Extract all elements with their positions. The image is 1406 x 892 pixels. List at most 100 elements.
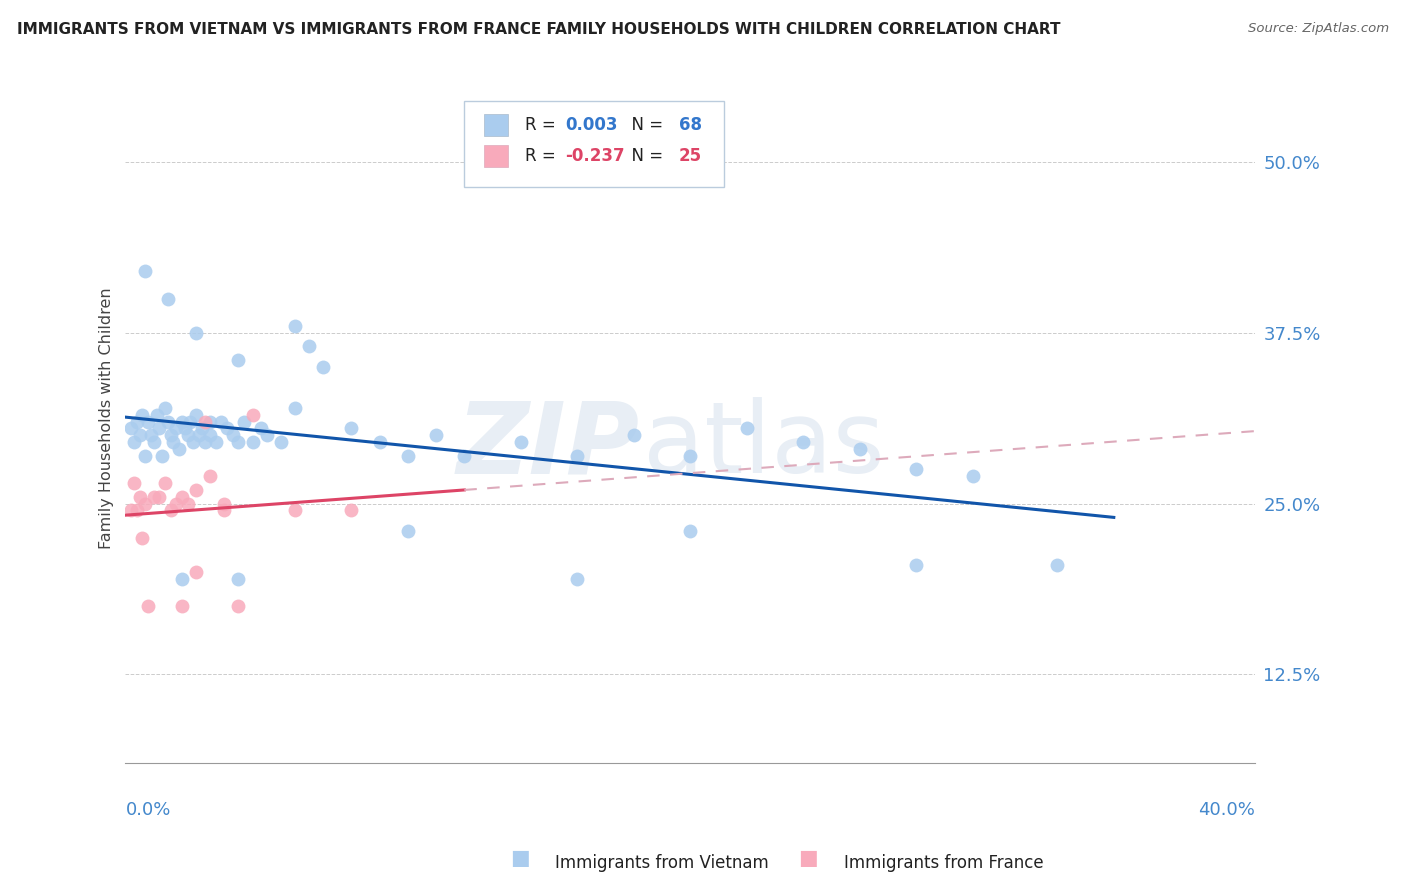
Text: 68: 68	[679, 116, 702, 134]
Point	[170, 490, 193, 504]
Point	[396, 449, 419, 463]
Point	[228, 353, 250, 368]
Point	[193, 415, 215, 429]
Point	[270, 435, 292, 450]
Text: R =: R =	[526, 116, 561, 134]
Text: IMMIGRANTS FROM VIETNAM VS IMMIGRANTS FROM FRANCE FAMILY HOUSEHOLDS WITH CHILDRE: IMMIGRANTS FROM VIETNAM VS IMMIGRANTS FR…	[17, 22, 1060, 37]
Point	[679, 449, 702, 463]
Text: Immigrants from France: Immigrants from France	[844, 855, 1043, 872]
Point	[298, 339, 321, 353]
Text: N =: N =	[621, 116, 669, 134]
Point	[368, 435, 391, 450]
Point	[184, 483, 207, 497]
Point	[962, 469, 984, 483]
Point	[170, 572, 193, 586]
Point	[198, 415, 221, 429]
Point	[567, 449, 589, 463]
Point	[156, 415, 179, 429]
Point	[179, 415, 201, 429]
Point	[228, 572, 250, 586]
Point	[159, 503, 181, 517]
Point	[153, 476, 176, 491]
Point	[792, 435, 814, 450]
Point	[214, 503, 236, 517]
Point	[184, 408, 207, 422]
Point	[165, 497, 187, 511]
Point	[211, 415, 233, 429]
Point	[905, 558, 928, 572]
Text: 0.003: 0.003	[565, 116, 617, 134]
Point	[242, 408, 264, 422]
Point	[131, 408, 153, 422]
Point	[214, 497, 236, 511]
Point	[198, 428, 221, 442]
Point	[125, 415, 148, 429]
FancyBboxPatch shape	[464, 101, 724, 186]
Point	[567, 572, 589, 586]
Point	[159, 428, 181, 442]
Text: 40.0%: 40.0%	[1198, 801, 1256, 819]
Text: ■: ■	[510, 848, 530, 868]
Point	[905, 462, 928, 476]
Point	[190, 421, 212, 435]
FancyBboxPatch shape	[484, 145, 509, 167]
Point	[120, 503, 142, 517]
Point	[122, 435, 145, 450]
Point	[128, 490, 150, 504]
Point	[170, 599, 193, 613]
Text: ZIP: ZIP	[457, 397, 640, 494]
Point	[120, 421, 142, 435]
Point	[340, 421, 363, 435]
Point	[679, 524, 702, 538]
Point	[150, 449, 173, 463]
Point	[153, 401, 176, 415]
Point	[128, 428, 150, 442]
Point	[148, 421, 170, 435]
Point	[165, 421, 187, 435]
Point	[187, 428, 209, 442]
Point	[170, 415, 193, 429]
Point	[205, 435, 228, 450]
Point	[142, 490, 165, 504]
Text: 25: 25	[679, 147, 702, 165]
Point	[125, 503, 148, 517]
Point	[142, 435, 165, 450]
Point	[122, 476, 145, 491]
Point	[136, 599, 159, 613]
Point	[131, 531, 153, 545]
Point	[1046, 558, 1069, 572]
Point	[242, 435, 264, 450]
Text: Immigrants from Vietnam: Immigrants from Vietnam	[555, 855, 769, 872]
Point	[284, 401, 307, 415]
Point	[162, 435, 184, 450]
FancyBboxPatch shape	[484, 113, 509, 136]
Text: ■: ■	[799, 848, 818, 868]
Text: Source: ZipAtlas.com: Source: ZipAtlas.com	[1249, 22, 1389, 36]
Point	[425, 428, 447, 442]
Point	[735, 421, 758, 435]
Point	[156, 292, 179, 306]
Point	[136, 415, 159, 429]
Point	[134, 497, 156, 511]
Point	[134, 264, 156, 278]
Point	[233, 415, 256, 429]
Point	[284, 318, 307, 333]
Text: -0.237: -0.237	[565, 147, 624, 165]
Point	[848, 442, 870, 456]
Text: R =: R =	[526, 147, 561, 165]
Point	[176, 428, 198, 442]
Point	[134, 449, 156, 463]
Point	[184, 565, 207, 579]
Point	[217, 421, 239, 435]
Point	[340, 503, 363, 517]
Point	[181, 435, 204, 450]
Point	[176, 497, 198, 511]
Point	[228, 435, 250, 450]
Point	[167, 442, 190, 456]
Text: N =: N =	[621, 147, 669, 165]
Text: 0.0%: 0.0%	[125, 801, 172, 819]
Point	[256, 428, 278, 442]
Y-axis label: Family Households with Children: Family Households with Children	[100, 287, 114, 549]
Point	[228, 599, 250, 613]
Point	[193, 435, 215, 450]
